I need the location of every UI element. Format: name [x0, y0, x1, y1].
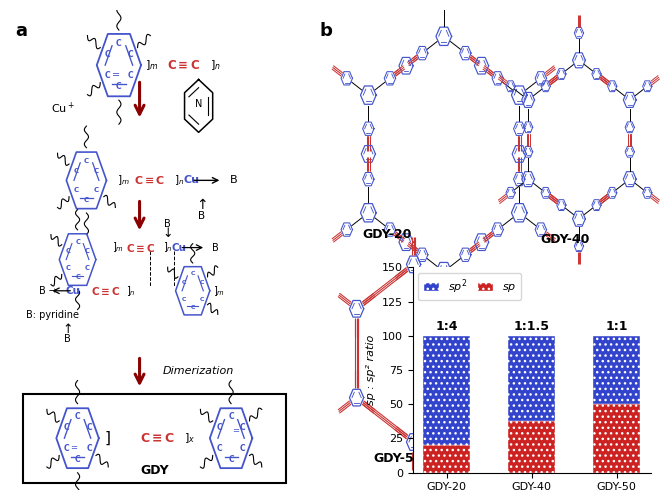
- Text: $\bf{C{\equiv}C}$: $\bf{C{\equiv}C}$: [134, 174, 166, 186]
- Text: ↑: ↑: [62, 323, 72, 336]
- Text: 1:1: 1:1: [605, 320, 628, 333]
- Text: =: =: [70, 444, 76, 452]
- Text: C: C: [85, 265, 89, 271]
- Text: ]$_{n}$: ]$_{n}$: [126, 284, 136, 297]
- Text: ]$_{n}$: ]$_{n}$: [211, 58, 221, 72]
- Text: C: C: [217, 445, 222, 453]
- Text: C: C: [182, 280, 186, 285]
- Bar: [509, 421, 555, 473]
- Text: C: C: [75, 239, 80, 245]
- Text: ]$_{m}$: ]$_{m}$: [117, 173, 130, 187]
- Text: Cu$^+$: Cu$^+$: [51, 100, 75, 116]
- Text: B: B: [198, 211, 205, 221]
- Text: C: C: [240, 423, 246, 432]
- Bar: [593, 336, 640, 404]
- Text: C: C: [87, 445, 92, 453]
- Text: ]$_{x}$: ]$_{x}$: [184, 431, 195, 445]
- Text: GDY-40: GDY-40: [540, 233, 589, 246]
- Text: $\bf{C{\equiv}C}$: $\bf{C{\equiv}C}$: [167, 58, 201, 72]
- Text: ]$_{n}$: ]$_{n}$: [162, 241, 172, 254]
- Text: C: C: [127, 50, 134, 59]
- Bar: [423, 336, 470, 446]
- Text: C: C: [74, 412, 81, 421]
- Text: ]$_{m}$: ]$_{m}$: [213, 284, 225, 297]
- Text: C: C: [199, 280, 204, 285]
- Text: ↑: ↑: [196, 198, 207, 212]
- Text: ]$_{m}$: ]$_{m}$: [111, 241, 123, 254]
- Text: =: =: [112, 70, 120, 80]
- Text: B: B: [229, 175, 238, 185]
- Text: 1:1.5: 1:1.5: [514, 320, 550, 333]
- Text: C: C: [94, 187, 99, 193]
- Text: C: C: [116, 39, 121, 48]
- Bar: [509, 336, 555, 421]
- Text: C: C: [74, 455, 81, 464]
- Text: C: C: [84, 197, 89, 202]
- Text: C: C: [228, 412, 234, 421]
- Text: ]$_{n}$: ]$_{n}$: [174, 173, 184, 187]
- Text: B →: B →: [39, 286, 57, 296]
- Text: ]: ]: [104, 431, 110, 446]
- Text: C: C: [105, 50, 110, 59]
- Bar: [593, 404, 640, 473]
- Text: N: N: [195, 99, 202, 108]
- Text: B: B: [212, 243, 219, 252]
- Text: C: C: [199, 297, 204, 301]
- Text: $\bf{C{\equiv}C}$: $\bf{C{\equiv}C}$: [91, 285, 120, 297]
- Text: ]$_{m}$: ]$_{m}$: [146, 58, 159, 72]
- Text: a: a: [15, 22, 28, 40]
- FancyBboxPatch shape: [23, 394, 286, 483]
- Text: C: C: [127, 71, 134, 80]
- Text: GDY-20: GDY-20: [362, 228, 411, 242]
- Text: B: B: [64, 334, 70, 344]
- Text: C: C: [116, 82, 121, 91]
- Text: C: C: [66, 248, 70, 254]
- Text: GDY: GDY: [140, 464, 168, 477]
- Text: C: C: [94, 168, 99, 174]
- Y-axis label: sp : sp² ratio: sp : sp² ratio: [366, 335, 376, 405]
- Text: B: B: [164, 219, 171, 229]
- Text: Dimerization: Dimerization: [163, 366, 234, 376]
- Text: Cu: Cu: [183, 175, 199, 185]
- Text: C: C: [240, 445, 246, 453]
- Text: Cu: Cu: [66, 286, 81, 296]
- Text: 1:4: 1:4: [435, 320, 458, 333]
- Text: C: C: [66, 265, 70, 271]
- Text: GDY-50: GDY-50: [373, 451, 422, 465]
- Text: C: C: [87, 423, 92, 432]
- Text: C: C: [191, 271, 195, 277]
- Text: C: C: [74, 168, 79, 174]
- Text: C: C: [84, 158, 89, 164]
- Text: B: pyridine: B: pyridine: [26, 310, 79, 320]
- Text: b: b: [319, 22, 332, 40]
- Text: C: C: [217, 423, 222, 432]
- Text: =: =: [232, 427, 239, 436]
- Text: ↓: ↓: [162, 227, 173, 240]
- Text: C: C: [191, 305, 195, 310]
- Text: C: C: [182, 297, 186, 301]
- Text: C: C: [85, 248, 89, 254]
- Text: C: C: [74, 187, 79, 193]
- Legend: $sp^2$, $sp$: $sp^2$, $sp$: [418, 273, 521, 300]
- Text: $\bf{C{\equiv}C}$: $\bf{C{\equiv}C}$: [126, 242, 156, 253]
- Text: C: C: [63, 423, 69, 432]
- Text: Cu: Cu: [172, 243, 187, 252]
- Text: $\bf{C{\equiv}C}$: $\bf{C{\equiv}C}$: [140, 432, 174, 445]
- Text: C: C: [228, 455, 234, 464]
- Text: C: C: [63, 445, 69, 453]
- Bar: [423, 446, 470, 473]
- Text: C: C: [105, 71, 110, 80]
- Text: C: C: [75, 274, 80, 280]
